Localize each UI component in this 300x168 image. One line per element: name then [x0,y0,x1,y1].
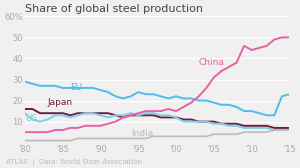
Text: ATLAS  |  Data: World Steel Association: ATLAS | Data: World Steel Association [6,159,142,166]
Text: Share of global steel production: Share of global steel production [25,4,203,14]
Text: US: US [25,114,37,123]
Text: China: China [199,58,225,67]
Text: Japan: Japan [48,98,73,107]
Text: India: India [131,129,153,138]
Text: EU: EU [70,83,82,92]
